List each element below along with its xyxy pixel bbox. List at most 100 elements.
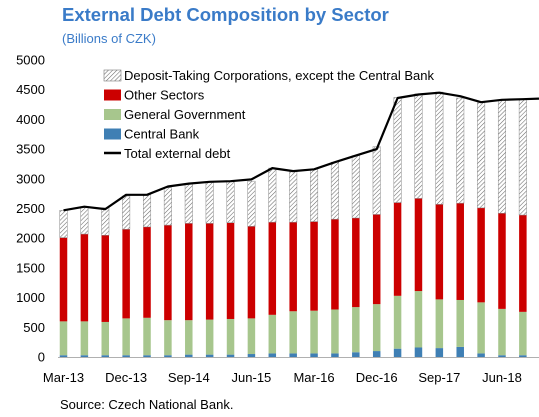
bar-segment	[164, 225, 172, 321]
bar-segment	[59, 355, 68, 357]
y-tick-label: 1000	[16, 290, 45, 305]
bar-segment	[80, 321, 89, 356]
bar-segment	[351, 155, 360, 219]
bar-segment	[393, 97, 402, 203]
chart-title: External Debt Composition by Sector	[62, 4, 389, 25]
y-tick-label: 2500	[16, 201, 45, 216]
bar-segment	[247, 354, 256, 357]
bars	[59, 91, 527, 357]
bar-segment	[226, 222, 235, 319]
bar-segment	[143, 194, 152, 228]
bar-segment	[435, 348, 444, 357]
legend-label: Deposit-Taking Corporations, except the …	[124, 68, 434, 83]
bar-segment	[205, 223, 214, 320]
bar-segment	[498, 308, 506, 356]
bar-segment	[289, 353, 297, 357]
axes: 0 500 1000 1500 2000 2500 3000 3500 4000 4500 5000…	[16, 53, 539, 385]
y-tick-label: 4000	[16, 112, 45, 127]
bar-segment	[59, 210, 68, 238]
chart-subtitle: (Billions of CZK)	[62, 31, 156, 46]
bar-segment	[352, 218, 360, 308]
bar-segment	[414, 291, 423, 348]
bar-segment	[435, 204, 444, 300]
total-external-debt-line	[63, 91, 539, 212]
legend-swatch	[103, 69, 122, 82]
bar-segment	[205, 181, 214, 224]
bar-segment	[101, 355, 110, 357]
bar-segment	[519, 215, 527, 312]
x-tick-label: Mar-13	[43, 370, 84, 385]
bar-segment	[101, 235, 110, 322]
bar-segment	[122, 195, 131, 230]
y-tick-label: 4500	[16, 82, 45, 97]
y-tick-label: 2000	[16, 231, 45, 246]
bar-segment	[268, 167, 277, 223]
bar-segment	[59, 321, 68, 356]
bar-segment	[456, 203, 464, 300]
bar-segment	[498, 213, 506, 309]
legend-label: General Government	[124, 107, 246, 122]
bar-segment	[185, 354, 193, 357]
bar-segment	[143, 317, 151, 356]
bar-segment	[143, 226, 151, 318]
bar-segment	[414, 93, 423, 199]
y-tick-label: 1500	[16, 260, 45, 275]
bar-segment	[435, 299, 444, 349]
bar-segment	[456, 299, 464, 347]
bar-segment	[247, 318, 256, 355]
bar-segment	[518, 99, 527, 216]
legend-swatch	[104, 128, 121, 140]
bar-segment	[205, 319, 214, 355]
legend-swatch	[104, 89, 121, 101]
bar-segment	[519, 355, 527, 357]
bar-segment	[122, 318, 130, 356]
bar-segment	[184, 183, 193, 224]
bar-segment	[289, 170, 298, 223]
x-tick-label: Sep-14	[168, 370, 210, 385]
source-note: Source: Czech National Bank.	[60, 397, 234, 412]
bar-segment	[122, 229, 130, 319]
x-tick-label: Mar-16	[293, 370, 334, 385]
bar-segment	[477, 101, 486, 209]
bar-segment	[372, 304, 381, 352]
y-tick-label: 5000	[16, 53, 45, 68]
bar-segment	[456, 346, 464, 357]
bar-segment	[164, 320, 172, 356]
bar-segment	[414, 347, 423, 357]
bar-segment	[414, 198, 423, 292]
bar-segment	[372, 351, 381, 357]
x-tick-label: Jun-15	[232, 370, 272, 385]
bar-segment	[310, 353, 318, 357]
bar-segment	[122, 355, 130, 357]
bar-segment	[143, 355, 151, 357]
bar-segment	[247, 226, 256, 319]
bar-segment	[268, 353, 277, 357]
bar-segment	[101, 207, 110, 236]
bar-segment	[331, 353, 339, 357]
bar-segment	[310, 221, 318, 311]
bar-segment	[497, 100, 506, 214]
legend-label: Other Sectors	[124, 88, 205, 103]
bar-segment	[163, 187, 172, 226]
bar-segment	[226, 354, 235, 357]
bar-segment	[393, 348, 402, 357]
y-tick-label: 0	[38, 350, 45, 365]
bar-segment	[331, 219, 339, 310]
bar-segment	[477, 353, 485, 357]
bar-segment	[477, 207, 485, 303]
bar-segment	[80, 355, 89, 357]
y-tick-label: 3500	[16, 142, 45, 157]
bar-segment	[80, 206, 89, 235]
bar-segment	[59, 237, 68, 322]
bar-segment	[352, 307, 360, 353]
bar-segment	[164, 355, 172, 357]
bar-segment	[185, 320, 193, 355]
bar-segment	[310, 169, 319, 222]
bar-segment	[101, 321, 110, 356]
bar-segment	[393, 202, 402, 296]
bar-segment	[372, 214, 381, 305]
bar-segment	[226, 318, 235, 355]
bar-segment	[289, 222, 297, 312]
bar-segment	[393, 295, 402, 349]
